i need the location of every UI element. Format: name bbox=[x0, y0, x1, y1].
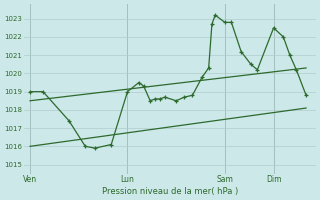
X-axis label: Pression niveau de la mer( hPa ): Pression niveau de la mer( hPa ) bbox=[101, 187, 238, 196]
